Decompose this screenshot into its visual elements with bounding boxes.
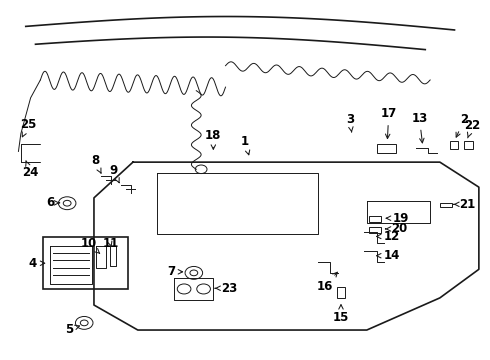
Text: 1: 1: [241, 135, 250, 155]
Text: 14: 14: [377, 249, 400, 262]
Text: 19: 19: [386, 212, 409, 225]
Text: 24: 24: [23, 161, 39, 179]
Text: 5: 5: [65, 323, 79, 336]
FancyBboxPatch shape: [464, 141, 473, 149]
Text: 21: 21: [454, 198, 476, 211]
Text: 13: 13: [411, 112, 428, 143]
Text: 4: 4: [29, 257, 45, 270]
Text: 10: 10: [81, 237, 99, 253]
Text: 16: 16: [316, 272, 337, 293]
Text: 9: 9: [109, 164, 119, 183]
Text: 17: 17: [381, 107, 397, 139]
FancyBboxPatch shape: [369, 216, 381, 222]
Text: 20: 20: [386, 222, 407, 235]
FancyBboxPatch shape: [450, 141, 459, 149]
FancyBboxPatch shape: [337, 287, 345, 298]
FancyBboxPatch shape: [376, 144, 396, 153]
FancyBboxPatch shape: [440, 203, 452, 207]
Text: 25: 25: [20, 118, 36, 137]
Text: 3: 3: [345, 113, 354, 132]
Text: 18: 18: [205, 129, 221, 149]
FancyBboxPatch shape: [43, 237, 128, 289]
Text: 22: 22: [464, 120, 480, 138]
Text: 2: 2: [456, 113, 468, 137]
Text: 23: 23: [215, 282, 237, 295]
Text: 7: 7: [167, 265, 183, 278]
FancyBboxPatch shape: [369, 227, 381, 233]
Text: 8: 8: [91, 154, 101, 173]
Text: 6: 6: [46, 196, 60, 210]
Text: 12: 12: [377, 230, 400, 243]
Text: 15: 15: [333, 305, 349, 324]
Text: 11: 11: [102, 237, 119, 250]
